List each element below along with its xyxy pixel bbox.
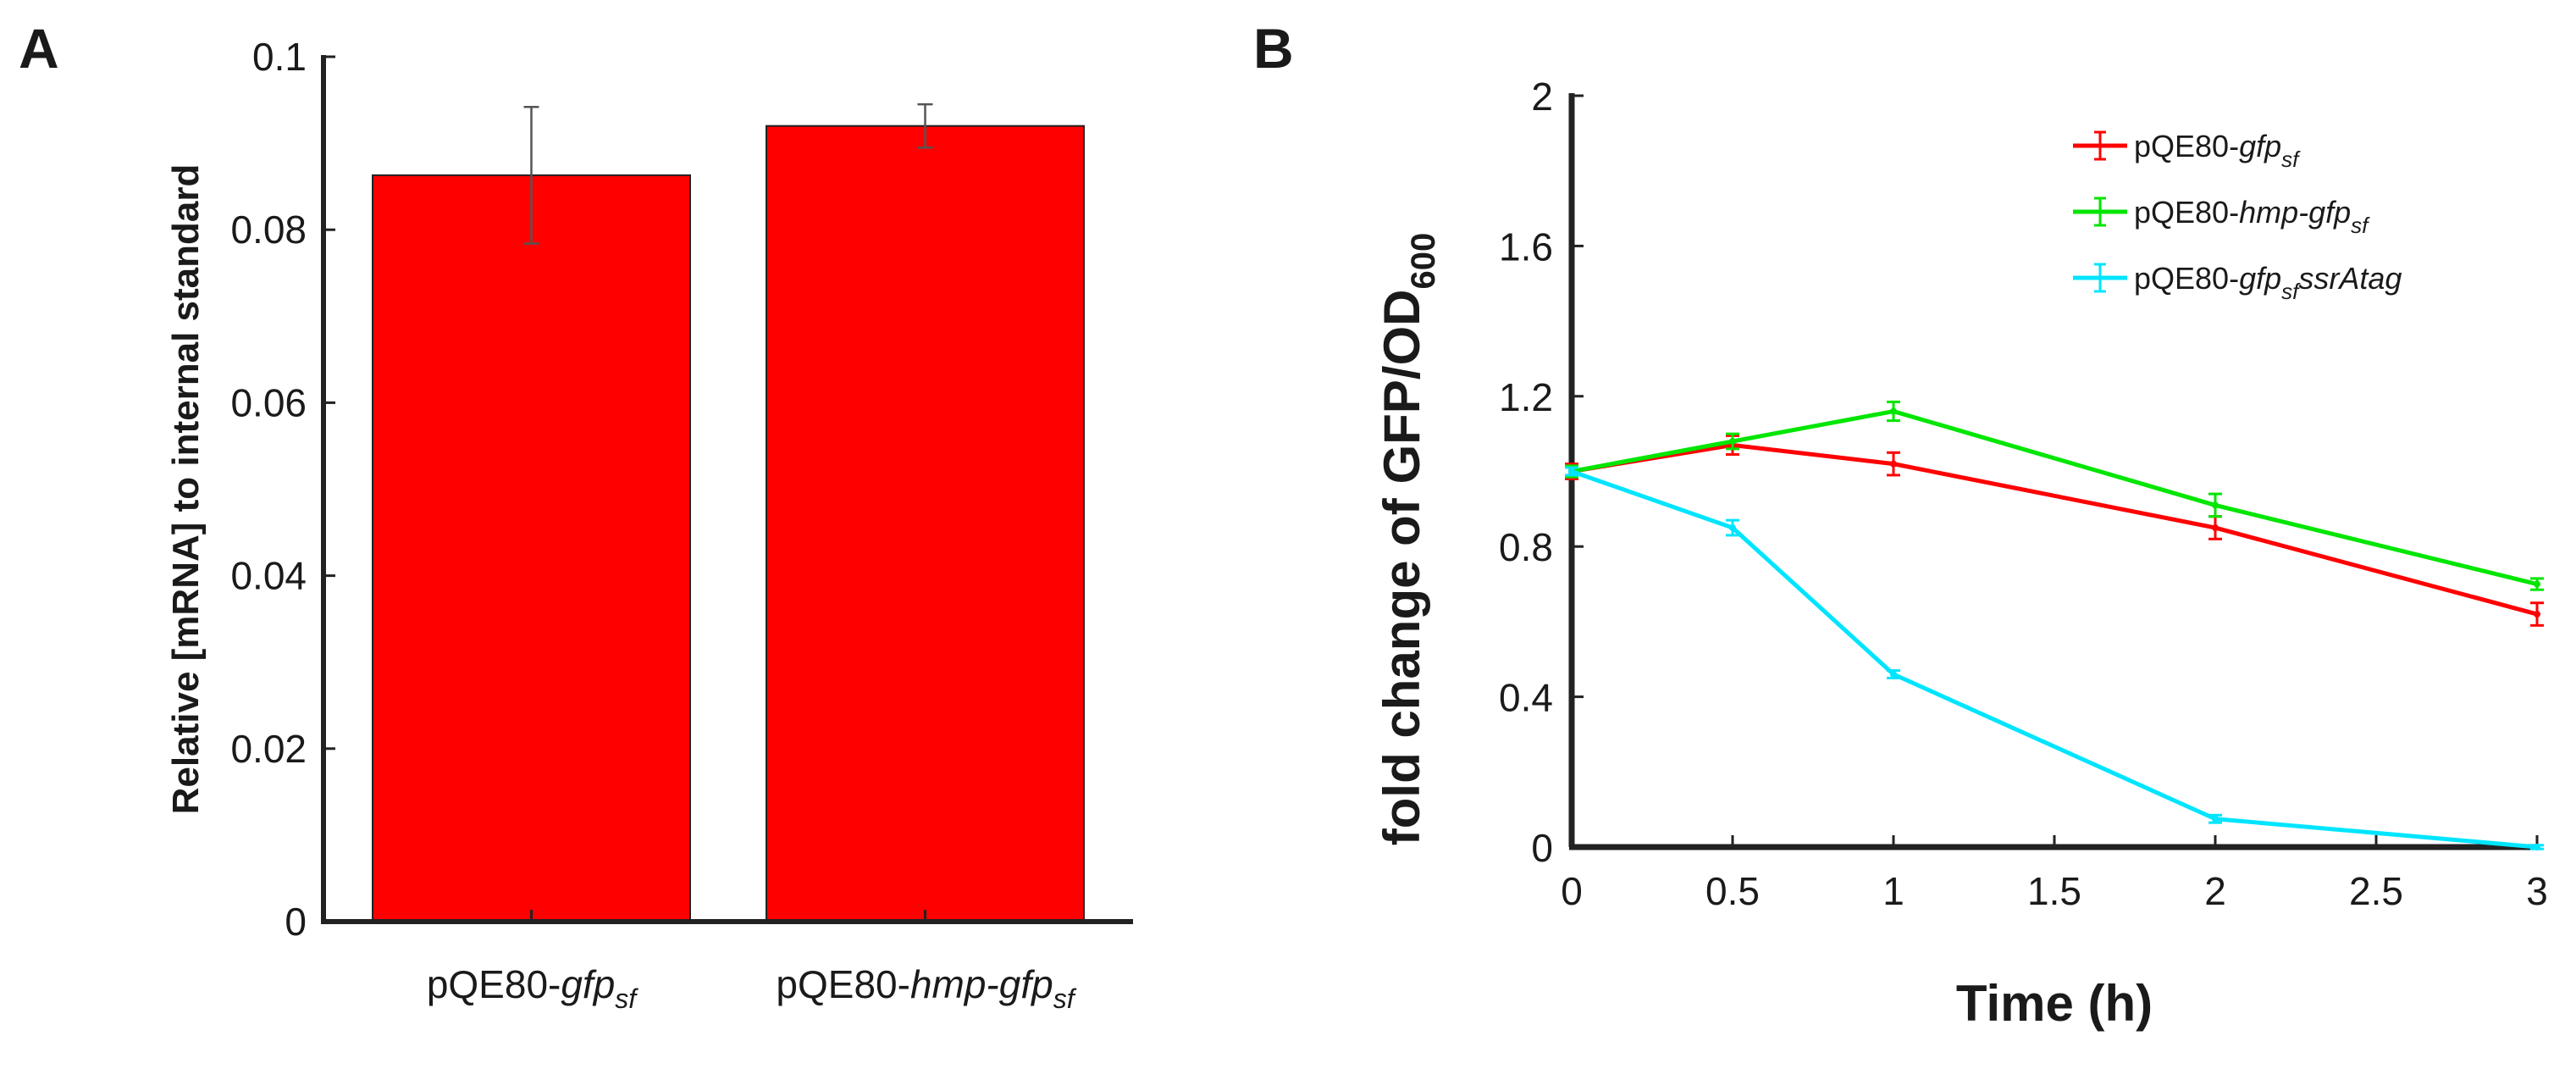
legend-label-1-sub: sf	[2351, 213, 2370, 238]
y-tick-label-0: 0	[1531, 826, 1553, 870]
y-tick-label-3: 0.06	[230, 380, 307, 424]
chart-panel-b: 00.40.81.21.620 0.5 1 1.5 2 2.5 3pQE80-gfpsfpQ…	[1374, 75, 2548, 1032]
data-point-2-4	[2534, 844, 2540, 850]
y-tick-label-2: 0.8	[1499, 525, 1553, 569]
bar-1	[766, 125, 1085, 922]
x-tick-label-3: 1.5	[2027, 869, 2081, 913]
data-point-2-1	[1729, 524, 1736, 532]
x-category-label-1-sub: sf	[1053, 983, 1077, 1014]
data-point-2-3	[2212, 815, 2219, 823]
y-tick-label-5: 0.1	[252, 35, 307, 79]
chart-panel-a: pQE80-gfpsf pQE80-hmp-gfpsf00.020.040.060…	[165, 35, 1133, 1014]
y-tick-label-5: 2	[1531, 75, 1553, 119]
legend-label-1: pQE80-hmp-gfpsf	[2134, 195, 2370, 238]
legend-label-2: pQE80-gfpsfssrAtag	[2134, 261, 2402, 304]
data-point-1-4	[2534, 580, 2540, 588]
legend-label-0-prefix: pQE80-	[2134, 129, 2239, 163]
x-tick-label-2: 1	[1882, 869, 1904, 913]
data-point-1-2	[1890, 407, 1897, 415]
x-tick-label-1: 0.5	[1705, 869, 1760, 913]
x-category-label-0-prefix: pQE80-	[427, 962, 561, 1006]
data-point-1-1	[1729, 438, 1736, 446]
legend-label-0-italic: gfp	[2239, 129, 2281, 163]
data-point-1-3	[2212, 501, 2219, 509]
x-category-label-1-italic: hmp-gfp	[910, 962, 1053, 1006]
y-axis-label: fold change of GFP/OD600	[1374, 233, 1442, 845]
y-axis-label-main: fold change of GFP/OD	[1374, 290, 1430, 846]
data-point-0-2	[1890, 460, 1897, 468]
data-point-2-0	[1568, 468, 1575, 475]
y-tick-label-1: 0.4	[1499, 676, 1553, 720]
legend-label-2-prefix: pQE80-	[2134, 261, 2239, 296]
y-tick-label-0: 0	[285, 900, 307, 944]
y-tick-label-2: 0.04	[230, 554, 307, 598]
legend-label-0: pQE80-gfpsf	[2134, 129, 2301, 172]
bar-0	[372, 174, 691, 922]
x-tick-label-0: 0	[1561, 869, 1583, 913]
y-tick-label-4: 1.6	[1499, 224, 1553, 269]
panel-label-b: B	[1253, 17, 1294, 80]
y-axis-label: Relative [mRNA] to internal standard	[165, 164, 207, 815]
x-category-label-1: pQE80-hmp-gfpsf	[776, 962, 1076, 1014]
legend-label-1-prefix: pQE80-	[2134, 195, 2239, 230]
x-category-label-0: pQE80-gfpsf	[427, 962, 638, 1014]
x-category-label-0-italic: gfp	[561, 962, 615, 1006]
legend-label-1-italic: hmp-gfp	[2239, 195, 2351, 230]
x-axis-label: Time (h)	[1956, 975, 2153, 1032]
y-axis-label-sub: 600	[1405, 233, 1442, 290]
x-category-label-1-prefix: pQE80-	[776, 962, 910, 1006]
x-tick-label-5: 2.5	[2349, 869, 2403, 913]
y-tick-label-4: 0.08	[230, 208, 307, 252]
legend-label-2-italic: gfp	[2239, 261, 2281, 296]
panel-label-a: A	[19, 17, 59, 80]
x-category-label-0-sub: sf	[615, 983, 638, 1014]
legend-label-0-sub: sf	[2281, 147, 2301, 172]
series-line-0	[1571, 442, 2538, 617]
y-tick-label-1: 0.02	[230, 727, 307, 771]
x-tick-label-6: 3	[2526, 869, 2548, 913]
x-tick-label-4: 2	[2204, 869, 2226, 913]
legend-label-2-suffix: ssrAtag	[2298, 261, 2402, 296]
data-point-0-3	[2212, 524, 2219, 532]
data-point-0-4	[2534, 611, 2540, 618]
legend-label-2-sub: sf	[2281, 279, 2301, 304]
y-tick-label-3: 1.2	[1499, 375, 1553, 419]
data-point-2-2	[1890, 670, 1897, 678]
series-line-2	[1571, 469, 2538, 850]
